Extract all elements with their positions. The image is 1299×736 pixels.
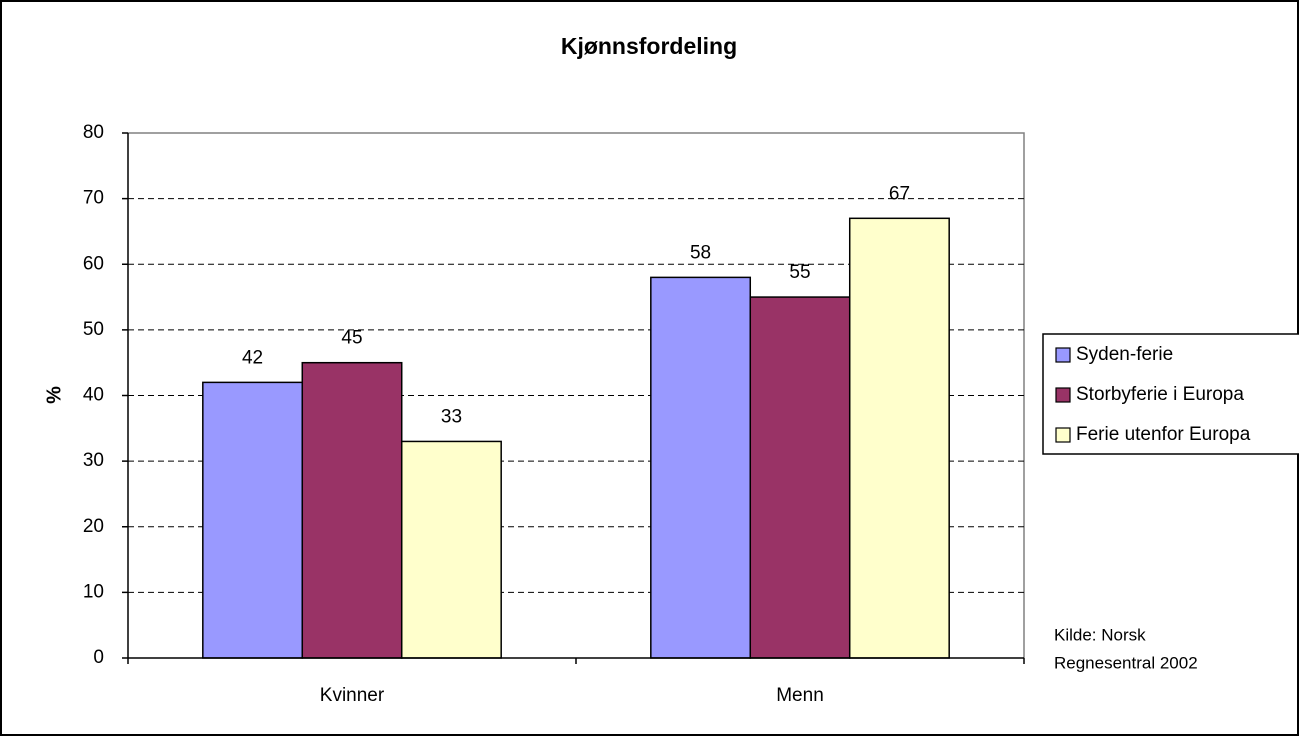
data-label: 42 <box>242 347 263 368</box>
legend-box <box>1042 333 1299 455</box>
y-tick-label: 20 <box>83 516 104 537</box>
y-tick-label: 50 <box>83 319 104 340</box>
plot-frame <box>128 132 1025 658</box>
y-tick-label: 0 <box>93 647 104 668</box>
y-tick-label: 70 <box>83 188 104 209</box>
legend-label: Syden-ferie <box>1076 344 1173 365</box>
data-label: 33 <box>441 406 462 427</box>
y-tick-label: 60 <box>83 253 104 274</box>
bar <box>400 440 502 659</box>
y-tick-label: 80 <box>83 122 104 143</box>
legend-swatch <box>1055 427 1071 443</box>
data-label: 45 <box>341 328 362 349</box>
x-tick-label: Kvinner <box>320 685 385 706</box>
source-note: Kilde: Norsk <box>1054 625 1146 644</box>
chart-title: Kjønnsfordeling <box>561 33 737 59</box>
legend-swatch <box>1055 387 1071 403</box>
legend-label: Storbyferie i Europa <box>1076 384 1244 405</box>
source-note: Regnesentral 2002 <box>1054 653 1198 672</box>
y-tick-label: 40 <box>83 385 104 406</box>
legend-swatch <box>1055 347 1071 363</box>
y-tick-label: 30 <box>83 450 104 471</box>
bar <box>749 296 851 659</box>
bar <box>848 217 950 659</box>
x-tick-label: Menn <box>776 685 824 706</box>
y-axis-label: % <box>43 386 65 404</box>
data-label: 58 <box>690 242 711 263</box>
data-label: 67 <box>889 183 910 204</box>
y-tick-label: 10 <box>83 581 104 602</box>
bar <box>301 361 403 659</box>
bar <box>202 381 304 659</box>
data-label: 55 <box>789 262 810 283</box>
legend-label: Ferie utenfor Europa <box>1076 424 1251 445</box>
bar <box>650 276 752 659</box>
